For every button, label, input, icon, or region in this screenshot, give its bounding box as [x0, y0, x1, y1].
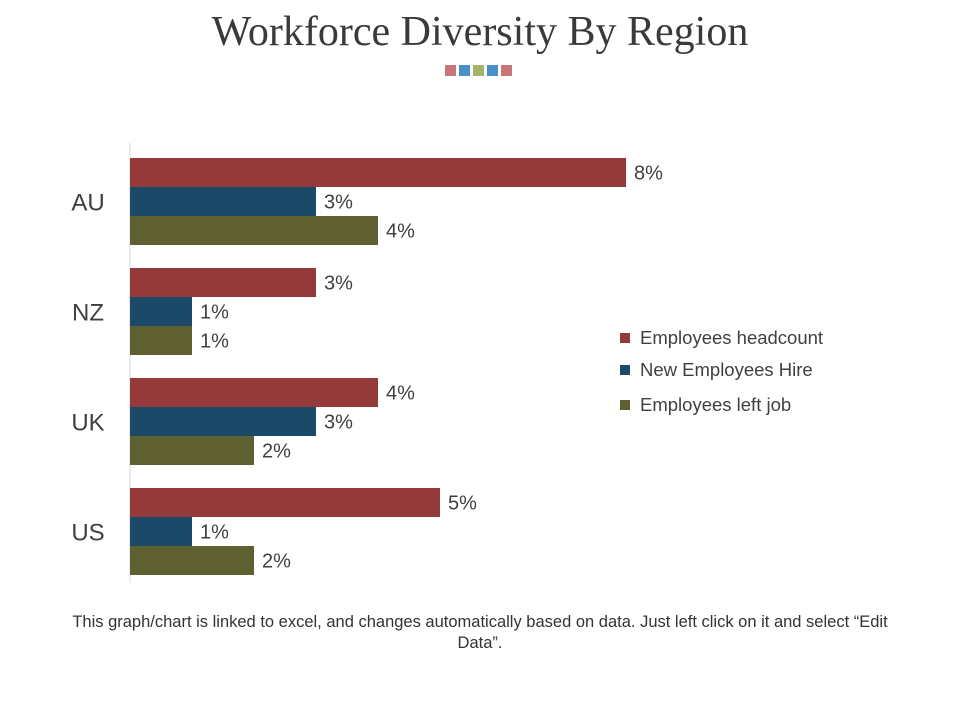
bar-au-series-0	[130, 158, 626, 187]
legend-swatch-1	[620, 365, 630, 375]
bar-us-series-0	[130, 488, 440, 517]
data-label-uk-series-0: 4%	[386, 383, 415, 405]
bar-uk-series-1	[130, 407, 316, 436]
legend-swatch-2	[620, 400, 630, 410]
data-label-nz-series-1: 1%	[200, 302, 229, 324]
bar-au-series-1	[130, 187, 316, 216]
decoration-square	[445, 65, 456, 76]
data-label-nz-series-2: 1%	[200, 331, 229, 353]
data-label-us-series-0: 5%	[448, 493, 477, 515]
legend-label-2: Employees left job	[640, 394, 791, 415]
data-label-uk-series-1: 3%	[324, 412, 353, 434]
legend-swatch-0	[620, 333, 630, 343]
title-decoration	[445, 65, 512, 76]
legend-label-1: New Employees Hire	[640, 359, 813, 380]
data-label-nz-series-0: 3%	[324, 273, 353, 295]
chart-title: Workforce Diversity By Region	[211, 9, 749, 55]
bar-us-series-2	[130, 546, 254, 575]
bar-nz-series-1	[130, 297, 192, 326]
data-label-au-series-2: 4%	[386, 221, 415, 243]
decoration-square	[459, 65, 470, 76]
category-label-au: AU	[71, 190, 104, 217]
bar-us-series-1	[130, 517, 192, 546]
bar-chart: AU 8% 3% 4% NZ 3% 1% 1% UK 4% 3% 2% US 5% 1% 2% Employee…	[71, 143, 823, 583]
decoration-square	[501, 65, 512, 76]
bar-uk-series-0	[130, 378, 378, 407]
data-label-uk-series-2: 2%	[262, 441, 291, 463]
bar-nz-series-2	[130, 326, 192, 355]
data-label-us-series-1: 1%	[200, 522, 229, 544]
category-label-us: US	[71, 520, 104, 547]
category-label-uk: UK	[71, 410, 104, 437]
decoration-square	[473, 65, 484, 76]
bar-nz-series-0	[130, 268, 316, 297]
data-label-au-series-1: 3%	[324, 192, 353, 214]
bar-uk-series-2	[130, 436, 254, 465]
decoration-square	[487, 65, 498, 76]
data-label-us-series-2: 2%	[262, 551, 291, 573]
legend-label-0: Employees headcount	[640, 327, 823, 348]
data-label-au-series-0: 8%	[634, 163, 663, 185]
category-label-nz: NZ	[72, 300, 104, 327]
bar-au-series-2	[130, 216, 378, 245]
footer-note: This graph/chart is linked to excel, and…	[72, 613, 888, 652]
